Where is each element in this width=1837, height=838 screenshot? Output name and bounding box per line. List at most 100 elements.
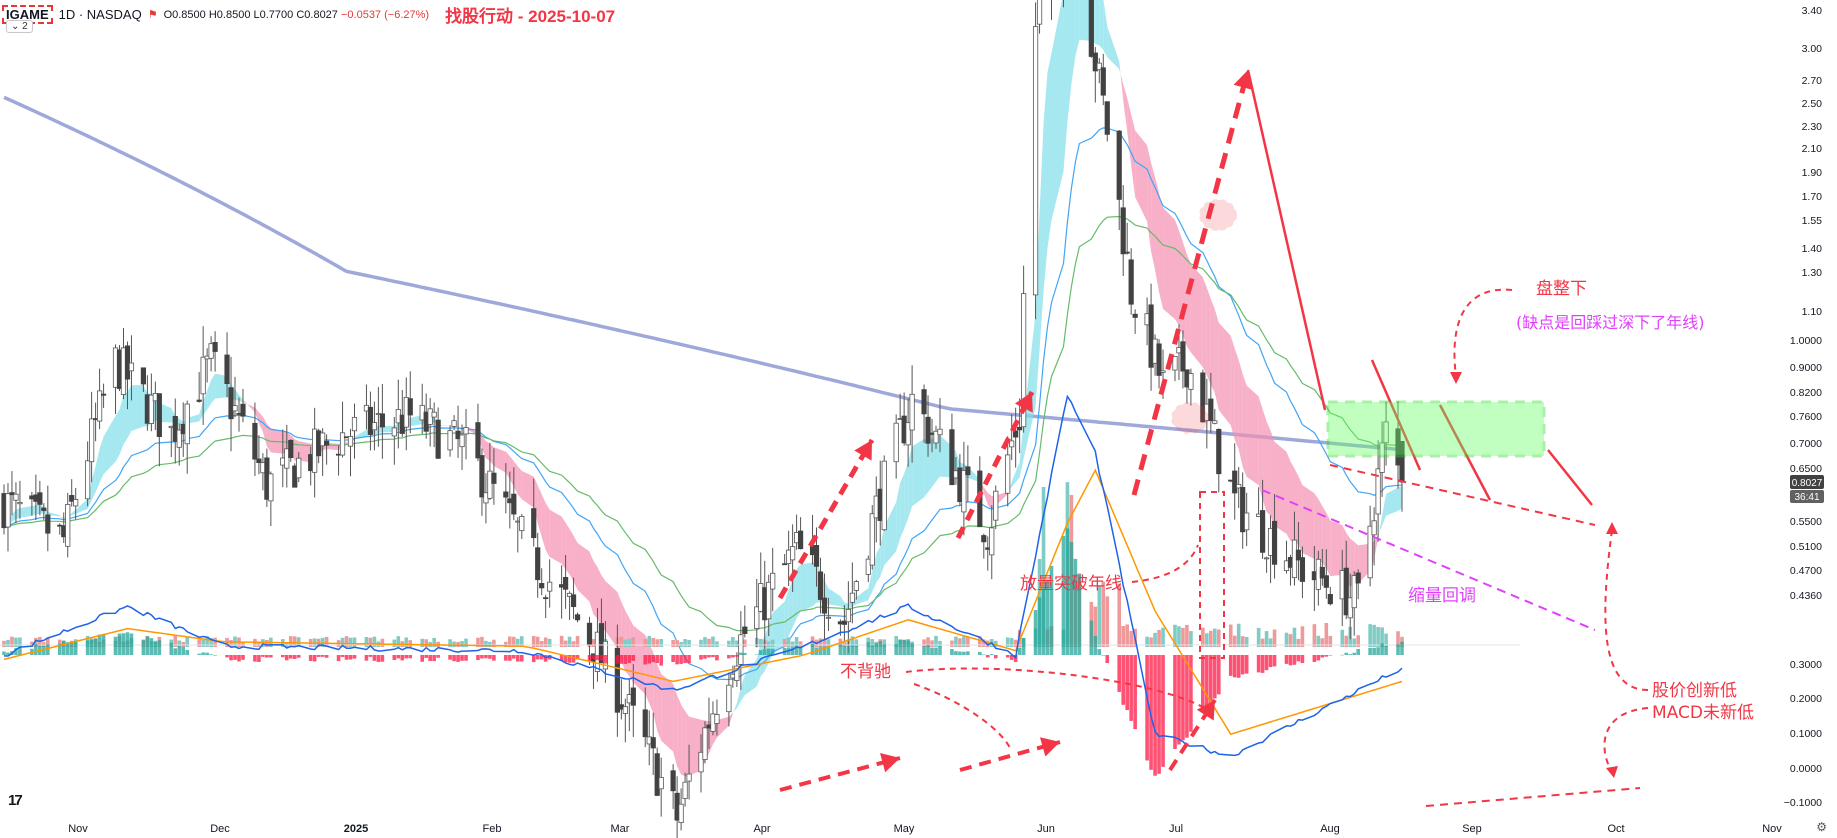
candle <box>1244 492 1250 547</box>
candle-body <box>547 581 553 592</box>
candle-body <box>642 709 648 738</box>
volume-bar <box>1328 635 1333 647</box>
macd-histogram-bar <box>173 648 178 655</box>
ema-cloud-segment <box>99 436 104 483</box>
volume-bar <box>424 639 428 647</box>
macd-histogram-bar <box>1185 655 1189 738</box>
candle-body <box>1240 487 1246 533</box>
volume-bar <box>958 638 962 647</box>
axes-layer: 3.40 3.00 2.70 2.50 2.30 2.10 1.90 1.70 1.55 1.40… <box>68 5 1824 835</box>
candle <box>367 391 374 451</box>
candle-body <box>1212 420 1218 424</box>
macd-histogram-bar <box>659 655 663 666</box>
candle-body <box>865 558 871 575</box>
volume-bar <box>480 636 484 647</box>
ema-cloud-segment <box>1151 162 1156 270</box>
ema-cloud-segment <box>481 436 486 459</box>
candle-body <box>320 432 326 447</box>
lower-trend-line <box>1329 464 1596 526</box>
candle <box>905 398 911 467</box>
ma200-layer <box>3 95 1403 452</box>
uptrend-arrow-may-head <box>1014 392 1033 413</box>
volume-bar <box>320 637 325 647</box>
price-tick-label: 0.4360 <box>1790 590 1822 602</box>
macd-histogram-bar <box>1376 647 1380 655</box>
volume-bar <box>571 641 576 647</box>
macd-histogram-bar <box>874 643 879 655</box>
candle <box>37 480 43 516</box>
gear-icon[interactable]: ⚙ <box>1816 820 1827 834</box>
candle-body <box>574 614 581 621</box>
ema-cloud-segment <box>621 601 626 672</box>
ema-cloud-segment <box>1095 0 1100 46</box>
candle <box>937 398 943 453</box>
candle-body <box>1216 428 1222 475</box>
volume-bar <box>38 637 42 647</box>
macd-histogram-bar <box>213 655 217 656</box>
indicator-toggle[interactable]: ⌄ 2 <box>6 20 33 33</box>
candle-body <box>714 714 720 724</box>
candle <box>479 448 485 516</box>
candle <box>797 517 804 550</box>
ema-cloud-segment <box>1043 72 1048 291</box>
macd-histogram-bar <box>599 655 604 661</box>
macd-histogram-bar <box>456 655 460 662</box>
candle <box>284 424 290 488</box>
ma200-line <box>3 95 1403 452</box>
candle <box>447 425 453 457</box>
macd-histogram-bar <box>938 646 942 655</box>
volume-bar <box>1396 631 1400 647</box>
consolidation-box <box>1326 400 1546 458</box>
candle <box>320 428 326 476</box>
macd-histogram-bar <box>1348 654 1353 655</box>
macd-higher-low-line <box>1425 787 1641 807</box>
candle-body <box>678 803 684 824</box>
macd-histogram-bar <box>535 655 540 660</box>
candle <box>881 455 887 531</box>
ema-cloud-segment <box>71 509 76 516</box>
macd-histogram-bar <box>261 655 265 657</box>
macd-histogram-bar <box>1189 655 1193 732</box>
candle <box>435 407 441 460</box>
macd-histogram-bar <box>1065 528 1070 655</box>
volume-bar <box>651 637 656 647</box>
macd-histogram-bar <box>563 655 568 663</box>
candle-body <box>1375 468 1381 515</box>
candle-body <box>212 342 218 352</box>
volume-bar <box>966 636 970 647</box>
candle-body <box>817 571 824 600</box>
volume-bar <box>257 641 261 647</box>
macd-histogram-bar <box>770 648 775 655</box>
candle-body <box>347 435 354 447</box>
candle <box>1236 466 1242 509</box>
candle <box>539 568 545 596</box>
ema-cloud-segment <box>1358 543 1371 584</box>
ema-cloud-segment <box>549 509 562 564</box>
macd-histogram-bar <box>1264 655 1269 671</box>
candle-body <box>491 472 497 484</box>
volume-bar <box>1185 624 1189 647</box>
tradingview-logo-icon[interactable]: 17 <box>8 792 23 809</box>
macd-pane <box>0 394 1520 776</box>
macd-histogram-bar <box>452 655 456 662</box>
volume-bar <box>1213 628 1217 647</box>
macd-histogram-bar <box>1105 655 1110 664</box>
ohlc-low: L0.7700 <box>253 8 294 21</box>
ema-cloud-segment <box>1019 421 1024 478</box>
macd-histogram-bar <box>981 654 986 656</box>
ohlc-readout: O0.8500 H0.8500 L0.7700 C0.8027 −0.0537 … <box>164 9 429 21</box>
time-axis-label: Oct <box>1607 823 1624 835</box>
time-axis-label: Sep <box>1462 823 1482 835</box>
candle-body <box>487 470 493 499</box>
volume-bar <box>344 636 349 647</box>
macd-histogram-bar <box>651 655 656 663</box>
ema-cloud-segment <box>1023 312 1036 459</box>
ema-cloud-segment <box>541 494 546 550</box>
volume-bar <box>448 639 452 647</box>
volume-bar <box>703 637 707 647</box>
macd-histogram-bar <box>818 646 823 655</box>
candle <box>5 483 11 552</box>
flag-icon[interactable]: ⚑ <box>147 9 158 21</box>
candle <box>570 577 577 620</box>
